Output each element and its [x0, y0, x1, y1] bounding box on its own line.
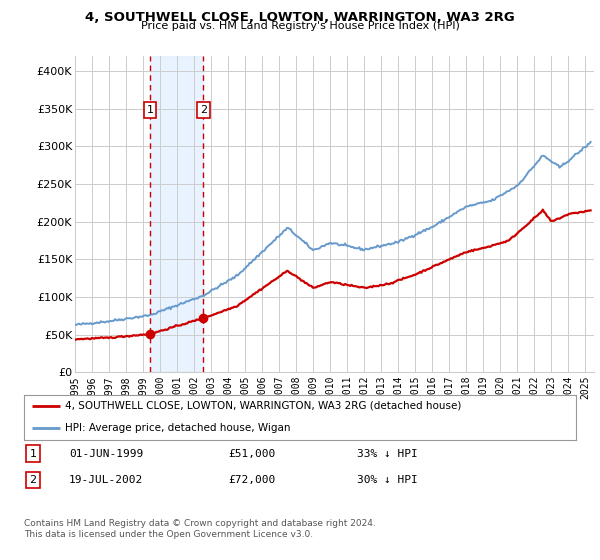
Text: 1: 1	[29, 449, 37, 459]
Text: 19-JUL-2002: 19-JUL-2002	[69, 475, 143, 485]
Text: 30% ↓ HPI: 30% ↓ HPI	[357, 475, 418, 485]
Text: £51,000: £51,000	[228, 449, 275, 459]
Text: 01-JUN-1999: 01-JUN-1999	[69, 449, 143, 459]
Text: HPI: Average price, detached house, Wigan: HPI: Average price, detached house, Wiga…	[65, 423, 291, 433]
Text: Contains HM Land Registry data © Crown copyright and database right 2024.: Contains HM Land Registry data © Crown c…	[24, 519, 376, 528]
Text: 4, SOUTHWELL CLOSE, LOWTON, WARRINGTON, WA3 2RG: 4, SOUTHWELL CLOSE, LOWTON, WARRINGTON, …	[85, 11, 515, 24]
Text: 1: 1	[147, 105, 154, 115]
Text: 2: 2	[200, 105, 207, 115]
Text: This data is licensed under the Open Government Licence v3.0.: This data is licensed under the Open Gov…	[24, 530, 313, 539]
Text: 4, SOUTHWELL CLOSE, LOWTON, WARRINGTON, WA3 2RG (detached house): 4, SOUTHWELL CLOSE, LOWTON, WARRINGTON, …	[65, 401, 462, 411]
Text: Price paid vs. HM Land Registry's House Price Index (HPI): Price paid vs. HM Land Registry's House …	[140, 21, 460, 31]
Text: 2: 2	[29, 475, 37, 485]
Text: 33% ↓ HPI: 33% ↓ HPI	[357, 449, 418, 459]
Bar	[150, 56, 203, 372]
Text: £72,000: £72,000	[228, 475, 275, 485]
